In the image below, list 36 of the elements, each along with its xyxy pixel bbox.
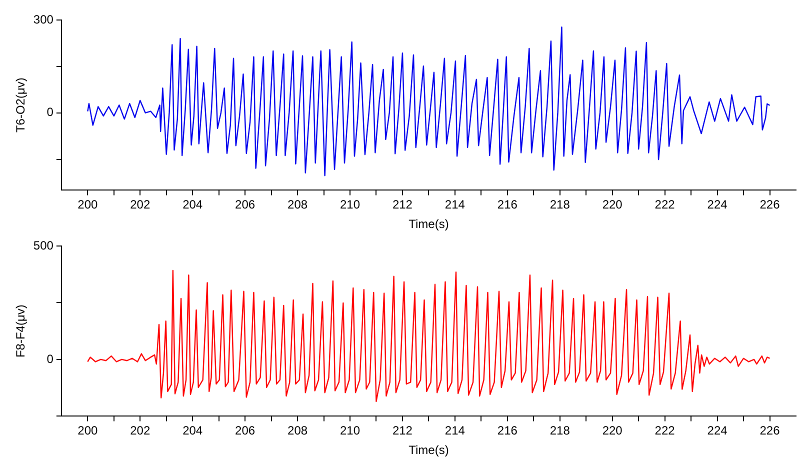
x-tick-label: 220 <box>602 424 623 438</box>
x-tick-label: 204 <box>182 198 203 212</box>
x-tick-label: 224 <box>707 198 728 212</box>
y-axis-title: F8-F4(μv) <box>14 304 28 358</box>
x-tick-label: 224 <box>707 424 728 438</box>
x-tick-label: 210 <box>340 198 360 212</box>
x-tick-label: 218 <box>550 424 570 438</box>
x-tick-label: 222 <box>654 198 676 212</box>
x-tick-label: 214 <box>444 198 466 212</box>
x-tick-label: 200 <box>78 424 98 438</box>
x-tick-label: 204 <box>182 424 203 438</box>
x-tick-label: 222 <box>654 424 676 438</box>
y-tick-label: 500 <box>33 238 54 252</box>
x-tick-label: 200 <box>78 198 98 212</box>
x-tick-label: 218 <box>550 198 570 212</box>
x-tick-label: 212 <box>392 198 413 212</box>
x-tick-label: 220 <box>602 198 623 212</box>
y-tick-label: 0 <box>46 352 54 366</box>
x-tick-label: 206 <box>235 424 256 438</box>
y-axis-title: T6-O2(μv) <box>14 78 28 133</box>
x-tick-label: 202 <box>130 198 150 212</box>
x-tick-label: 214 <box>444 424 466 438</box>
x-tick-label: 216 <box>497 424 518 438</box>
x-axis-title: Time(s) <box>408 217 449 232</box>
x-tick-label: 208 <box>288 198 308 212</box>
x-tick-label: 208 <box>288 424 308 438</box>
x-tick-label: 226 <box>760 424 780 438</box>
x-tick-label: 210 <box>340 424 360 438</box>
x-tick-label: 216 <box>497 198 518 212</box>
y-tick-label: 0 <box>46 105 54 120</box>
x-tick-label: 226 <box>760 198 780 212</box>
x-tick-label: 206 <box>235 198 256 212</box>
y-tick-label: 300 <box>33 12 54 26</box>
x-tick-label: 212 <box>392 424 413 438</box>
x-axis-title: Time(s) <box>408 443 449 458</box>
x-tick-label: 202 <box>130 424 150 438</box>
